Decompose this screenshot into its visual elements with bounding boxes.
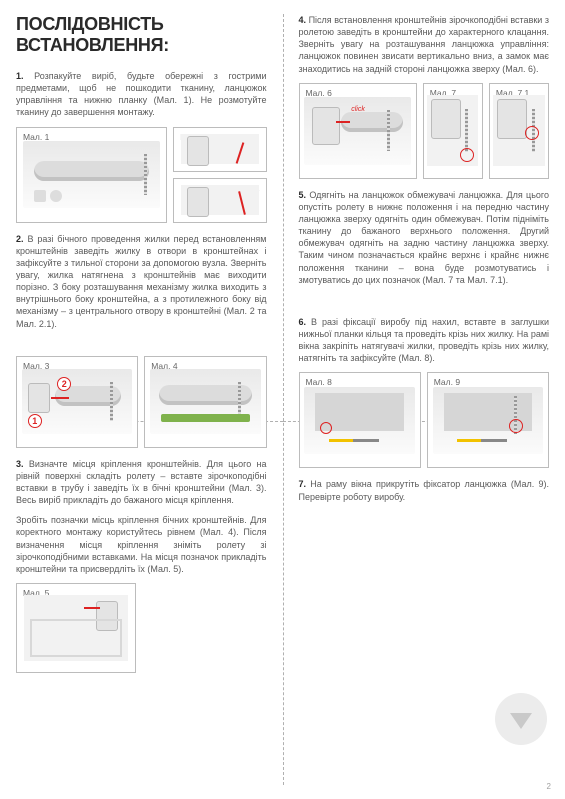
figure-8-label: Мал. 8 xyxy=(306,377,332,387)
step-6-number: 6. xyxy=(299,317,307,327)
bracket-shape xyxy=(431,99,461,139)
step-6-text: 6. В разі фіксації виробу під нахил, вст… xyxy=(299,316,550,365)
page-title: ПОСЛІДОВНІСТЬ ВСТАНОВЛЕННЯ: xyxy=(16,14,267,56)
step-7-text: 7. На раму вікна прикрутіть фіксатор лан… xyxy=(299,478,550,502)
red-circle xyxy=(460,148,474,162)
red-arrow xyxy=(336,121,350,123)
step-3-number: 3. xyxy=(16,459,24,469)
figure-9-label: Мал. 9 xyxy=(434,377,460,387)
page-number: 2 xyxy=(547,782,551,791)
step-6-body: В разі фіксації виробу під нахил, вставт… xyxy=(299,317,550,363)
level-shape xyxy=(161,414,250,422)
chain-shape xyxy=(465,109,468,152)
figure-2-1-illustration xyxy=(181,185,259,214)
figure-1: Мал. 1 xyxy=(16,127,167,223)
step-4-body: Після встановлення кронштейнів зірочкопо… xyxy=(299,15,550,74)
step-2-body: В разі бічного проведення жилки перед вс… xyxy=(16,234,267,329)
left-column: ПОСЛІДОВНІСТЬ ВСТАНОВЛЕННЯ: 1. Розпакуйт… xyxy=(0,0,283,799)
step-5-text: 5. Одягніть на ланцюжок обмежувачі ланцю… xyxy=(299,189,550,286)
bracket-shape xyxy=(312,107,340,145)
red-arrow xyxy=(84,607,100,609)
chain-shape xyxy=(144,154,147,195)
red-arrow xyxy=(51,397,69,399)
red-line xyxy=(238,192,246,216)
spacer xyxy=(299,294,550,316)
fig-2-stack: Мал. 2 Мал. 2.1 xyxy=(173,127,266,223)
badge-1: 1 xyxy=(28,414,42,428)
figure-5: Мал. 5 xyxy=(16,583,136,673)
figure-2-1: Мал. 2.1 xyxy=(173,178,266,223)
figure-9-illustration xyxy=(433,387,544,455)
step-2-number: 2. xyxy=(16,234,24,244)
page: ПОСЛІДОВНІСТЬ ВСТАНОВЛЕННЯ: 1. Розпакуйт… xyxy=(0,0,565,799)
step-3-text-b: Зробіть позначки місць кріплення бічних … xyxy=(16,514,267,575)
figure-3: Мал. 3 2 1 xyxy=(16,356,138,448)
bracket-shape xyxy=(187,187,209,217)
fig-row-6-7: Мал. 6 click Мал. 7 Мал. 7.1 xyxy=(299,83,550,179)
figure-2: Мал. 2 xyxy=(173,127,266,172)
bracket-shape xyxy=(187,136,209,166)
step-7-number: 7. xyxy=(299,479,307,489)
roller-shape xyxy=(34,161,149,181)
figure-1-illustration xyxy=(23,141,160,209)
figure-6-illustration: click xyxy=(304,97,411,165)
fig-row-1-2: Мал. 1 Мал. 2 Мал. 2.1 xyxy=(16,127,267,223)
bracket-shape xyxy=(28,383,50,413)
red-circle xyxy=(320,422,332,434)
step-3-body-a: Визначте місця кріплення кронштейнів. Дл… xyxy=(16,459,267,505)
figure-7-illustration xyxy=(427,95,478,166)
figure-7: Мал. 7 xyxy=(423,83,483,179)
red-circle xyxy=(509,419,523,433)
bracket-shape xyxy=(497,99,527,139)
frame-shape xyxy=(30,619,122,658)
right-column: 4. Після встановлення кронштейнів зірочк… xyxy=(283,0,565,799)
figure-7-1-illustration xyxy=(493,95,544,166)
step-1-body: Розпакуйте виріб, будьте обережні з гост… xyxy=(16,71,267,117)
figure-8-illustration xyxy=(304,387,415,455)
figure-9: Мал. 9 xyxy=(427,372,549,468)
step-1-text: 1. Розпакуйте виріб, будьте обережні з г… xyxy=(16,70,267,119)
step-1-number: 1. xyxy=(16,71,24,81)
figure-8: Мал. 8 xyxy=(299,372,421,468)
figure-4: Мал. 4 xyxy=(144,356,266,448)
chain-shape xyxy=(110,382,113,421)
fig-row-3-4: Мал. 3 2 1 Мал. 4 xyxy=(16,356,267,448)
part-shape xyxy=(34,190,46,202)
step-4-number: 4. xyxy=(299,15,307,25)
figure-7-1: Мал. 7.1 xyxy=(489,83,549,179)
step-4-text: 4. Після встановлення кронштейнів зірочк… xyxy=(299,14,550,75)
figure-5-illustration xyxy=(24,595,128,662)
click-label: click xyxy=(351,106,365,113)
part-shape xyxy=(50,190,62,202)
figure-4-illustration xyxy=(150,369,261,434)
step-5-number: 5. xyxy=(299,190,307,200)
chain-shape xyxy=(387,110,390,151)
screwdriver-icon xyxy=(457,439,507,442)
watermark-icon xyxy=(495,693,547,745)
step-3-text-a: 3. Визначте місця кріплення кронштейнів.… xyxy=(16,458,267,507)
figure-6: Мал. 6 click xyxy=(299,83,417,179)
figure-3-illustration: 2 1 xyxy=(22,369,133,434)
step-2-text: 2. В разі бічного проведення жилки перед… xyxy=(16,233,267,330)
fig-row-5: Мал. 5 xyxy=(16,583,267,673)
spacer xyxy=(16,338,267,356)
screwdriver-icon xyxy=(329,439,379,442)
red-circle xyxy=(525,126,539,140)
step-7-body: На раму вікна прикрутіть фіксатор ланцюж… xyxy=(299,479,550,501)
red-line xyxy=(236,143,245,165)
step-5-body: Одягніть на ланцюжок обмежувачі ланцюжка… xyxy=(299,190,550,285)
figure-2-illustration xyxy=(181,134,259,163)
